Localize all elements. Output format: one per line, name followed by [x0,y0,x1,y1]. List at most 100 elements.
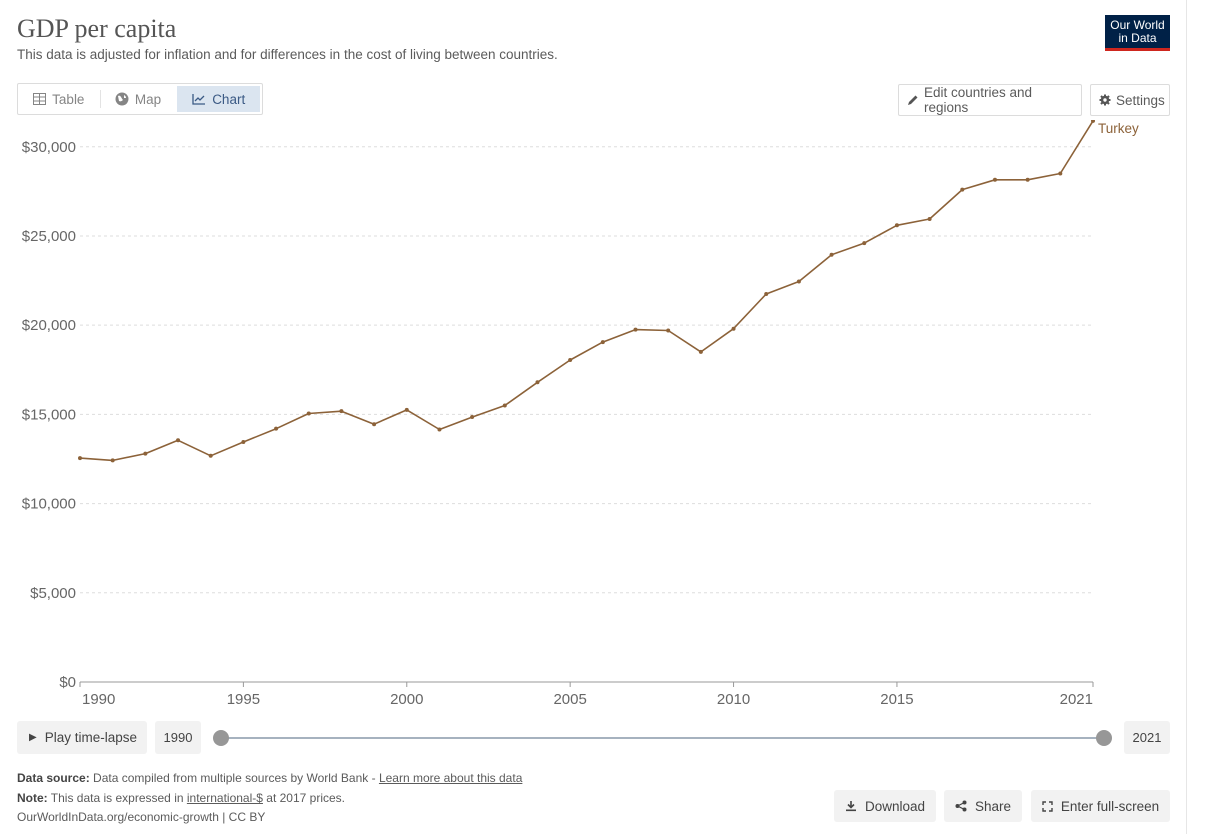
data-point [176,438,181,443]
data-point [404,407,409,412]
globe-icon [115,92,129,106]
series-line-turkey [79,120,1094,462]
data-point [796,279,801,284]
data-point [274,426,279,431]
download-button[interactable]: Download [834,790,936,822]
share-icon [955,800,967,812]
timeline-end-year[interactable]: 2021 [1124,721,1170,754]
note-line: Note: This data is expressed in internat… [17,789,522,809]
tab-table-label: Table [52,91,85,107]
x-tick-label: 2005 [553,691,586,708]
data-point [600,340,605,345]
x-tick-label: 1995 [227,691,260,708]
chart-title: GDP per capita [17,14,177,43]
play-timelapse-label: Play time-lapse [44,730,137,745]
expand-icon [1042,800,1053,812]
data-point [1091,120,1095,123]
play-timelapse-button[interactable]: ▶ Play time-lapse [17,721,147,754]
data-source-text: Data compiled from multiple sources by W… [93,771,379,785]
data-point [110,458,115,463]
logo-line-1: Our World [1110,18,1165,32]
data-point [306,411,311,416]
data-point [927,217,932,222]
data-point [829,252,834,257]
settings-label: Settings [1116,92,1165,108]
page-divider [1186,0,1187,834]
data-point [862,241,867,246]
y-tick-label: $25,000 [22,228,76,245]
settings-button[interactable]: Settings [1090,84,1170,116]
edit-countries-label: Edit countries and regions [924,85,1033,115]
gear-icon [1099,94,1111,106]
data-point [960,187,965,192]
source-url[interactable]: OurWorldInData.org/economic-growth | CC … [17,810,266,824]
share-button[interactable]: Share [944,790,1022,822]
data-point [1058,171,1063,176]
learn-more-link[interactable]: Learn more about this data [378,771,523,785]
data-point [698,349,703,354]
x-tick-label: 2015 [880,691,913,708]
data-point [1025,177,1030,182]
logo-line-2: in Data [1118,30,1157,45]
timeline-end-handle[interactable] [1096,730,1112,746]
owid-logo[interactable]: Our World in Data [1105,15,1170,51]
x-tick-label: 1990 [82,691,115,708]
tab-map[interactable]: Map [101,84,176,114]
tab-map-label: Map [134,91,162,107]
line-chart: $0 $5,000 $10,000 $15,000 $20,000 $25,000 $30,… [22,120,1139,708]
data-point [470,415,475,420]
pencil-icon [907,94,919,106]
y-tick-label: $15,000 [22,406,76,423]
note-text-post: at 2017 prices. [262,790,345,805]
share-label: Share [974,798,1012,814]
data-point [731,326,736,331]
data-point [992,177,997,182]
timeline: ▶ Play time-lapse 1990 2021 [17,721,1170,755]
data-point [502,403,507,408]
data-point [666,328,671,333]
play-icon: ▶ [29,732,37,743]
data-point [241,440,246,445]
view-tabs: Table Map Chart [17,83,263,115]
fullscreen-label: Enter full-screen [1060,798,1160,814]
edit-countries-button[interactable]: Edit countries and regions [898,84,1082,116]
x-tick-label: 2000 [390,691,423,708]
international-dollar-link[interactable]: international-$ [186,790,263,805]
tab-chart[interactable]: Chart [177,86,261,112]
data-point [568,357,573,362]
timeline-start-handle[interactable] [213,730,229,746]
y-tick-label: $20,000 [22,317,76,334]
data-point [143,451,148,456]
note-label: Note: [17,790,48,805]
data-point [208,453,213,458]
data-point [894,223,899,228]
note-text-pre: This data is expressed in [50,790,187,805]
x-tick-label: 2010 [717,691,750,708]
data-point [339,409,344,414]
y-tick-label: $30,000 [22,139,76,156]
line-chart-icon [192,93,206,105]
data-source-label: Data source: [17,771,90,785]
data-point [633,327,638,332]
data-point [78,456,82,461]
timeline-start-year[interactable]: 1990 [155,721,201,754]
data-point [535,380,540,385]
chart-footer: Data source: Data compiled from multiple… [17,769,522,828]
tab-table[interactable]: Table [18,90,101,108]
data-point [372,422,377,427]
table-icon [33,93,47,105]
y-tick-label: $0 [59,674,76,691]
fullscreen-button[interactable]: Enter full-screen [1031,790,1170,822]
chart-subtitle: This data is adjusted for inflation and … [17,47,558,62]
series-label: Turkey [1098,121,1139,136]
y-tick-label: $10,000 [22,496,76,513]
x-tick-label: 2021 [1060,691,1093,708]
y-tick-label: $5,000 [30,585,76,602]
data-point [764,291,769,296]
download-icon [845,800,857,812]
download-label: Download [864,798,926,814]
tab-chart-label: Chart [212,91,246,107]
data-point [437,427,442,432]
timeline-slider-track[interactable] [221,737,1104,739]
data-source-line: Data source: Data compiled from multiple… [17,769,522,789]
